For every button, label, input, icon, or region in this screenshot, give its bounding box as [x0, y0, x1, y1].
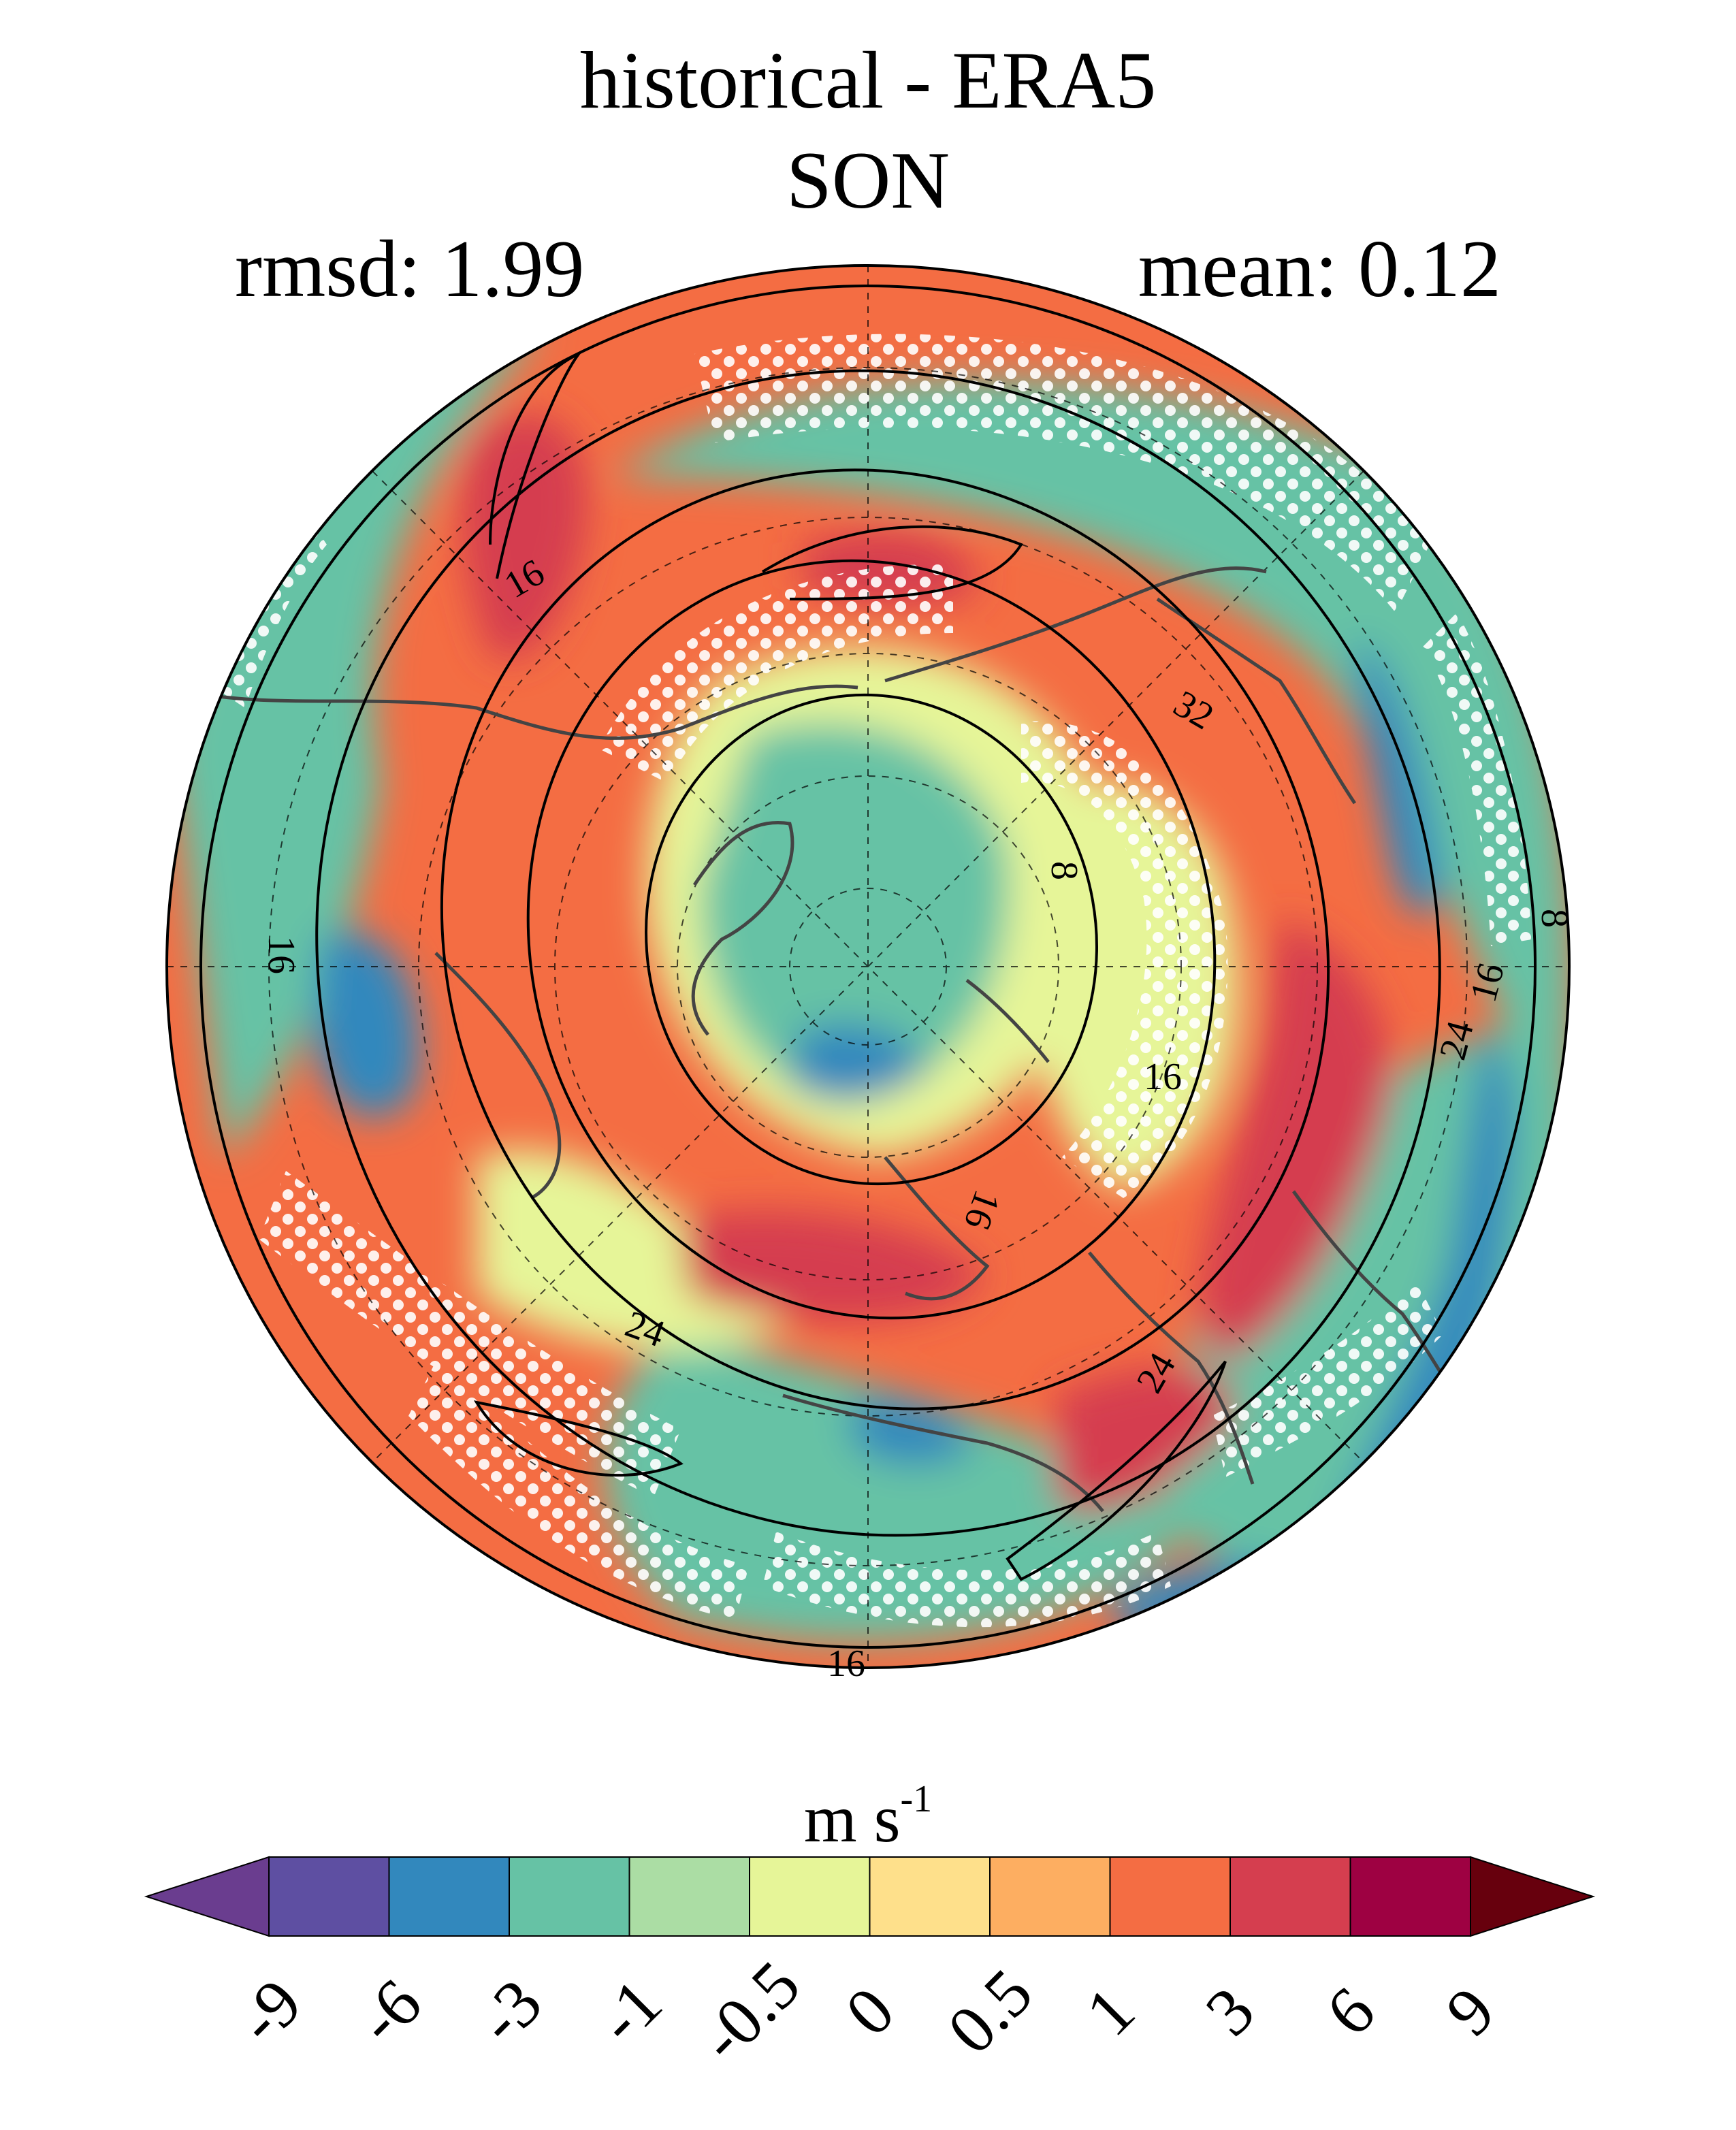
rmsd-label: rmsd: 1.99 — [235, 223, 585, 314]
mean-label: mean: 0.12 — [1138, 223, 1501, 314]
contour-label: 16 — [827, 1643, 865, 1685]
colorbar-bin — [268, 1856, 390, 1937]
wind-contours — [199, 285, 1537, 1649]
colorbar-bin — [1229, 1856, 1351, 1937]
colorbar-bin — [1109, 1856, 1231, 1937]
colorbar-extend-high — [1470, 1856, 1596, 1937]
colorbar-unit: m s-1 — [803, 1778, 933, 1856]
colorbar-bin — [989, 1856, 1111, 1937]
colorbar-bin — [509, 1856, 630, 1937]
graticule — [167, 265, 1569, 1668]
map-title: historical - ERA5 — [579, 35, 1157, 125]
colorbar-bin — [1349, 1856, 1471, 1937]
colorbar-extend-low — [144, 1856, 270, 1937]
contour-label: 16 — [1144, 1056, 1182, 1098]
season-label: SON — [786, 135, 950, 225]
coastlines — [204, 566, 1499, 1513]
colorbar-bin — [628, 1856, 750, 1937]
contour-label: 16 — [260, 936, 302, 974]
contour-label: 8 — [1533, 909, 1575, 928]
colorbar-bin — [388, 1856, 510, 1937]
contour-label: 8 — [1043, 861, 1085, 880]
colorbar-bin — [749, 1856, 871, 1937]
anomaly-field — [167, 265, 1569, 1668]
colorbar-bin — [869, 1856, 991, 1937]
